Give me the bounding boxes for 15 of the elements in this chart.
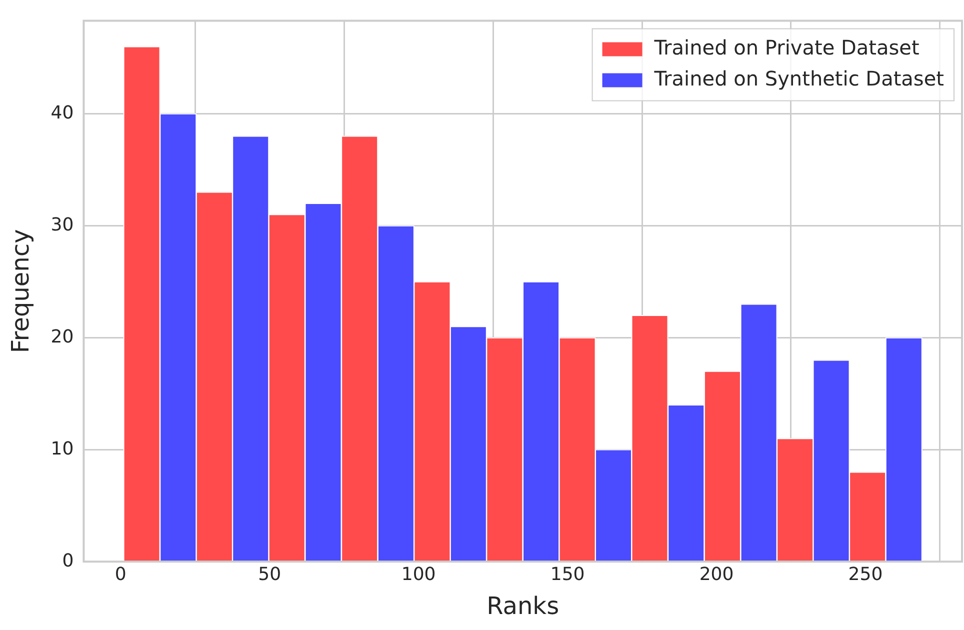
x-tick-label: 250 <box>848 564 883 586</box>
x-tick-label: 150 <box>550 564 585 586</box>
legend-label: Trained on Private Dataset <box>653 36 920 60</box>
x-tick-label: 200 <box>699 564 734 586</box>
y-tick-label: 10 <box>50 438 74 460</box>
x-tick-label: 100 <box>401 564 436 586</box>
x-axis-title: Ranks <box>486 592 560 620</box>
x-tick-label: 0 <box>114 564 126 586</box>
y-axis-title: Frequency <box>6 229 35 354</box>
x-tick-label: 50 <box>258 564 282 586</box>
y-tick-label: 30 <box>50 214 74 236</box>
y-tick-label: 0 <box>62 550 74 572</box>
y-tick-label: 40 <box>50 102 74 124</box>
y-tick-label: 20 <box>50 326 74 348</box>
legend-label: Trained on Synthetic Dataset <box>653 66 944 91</box>
